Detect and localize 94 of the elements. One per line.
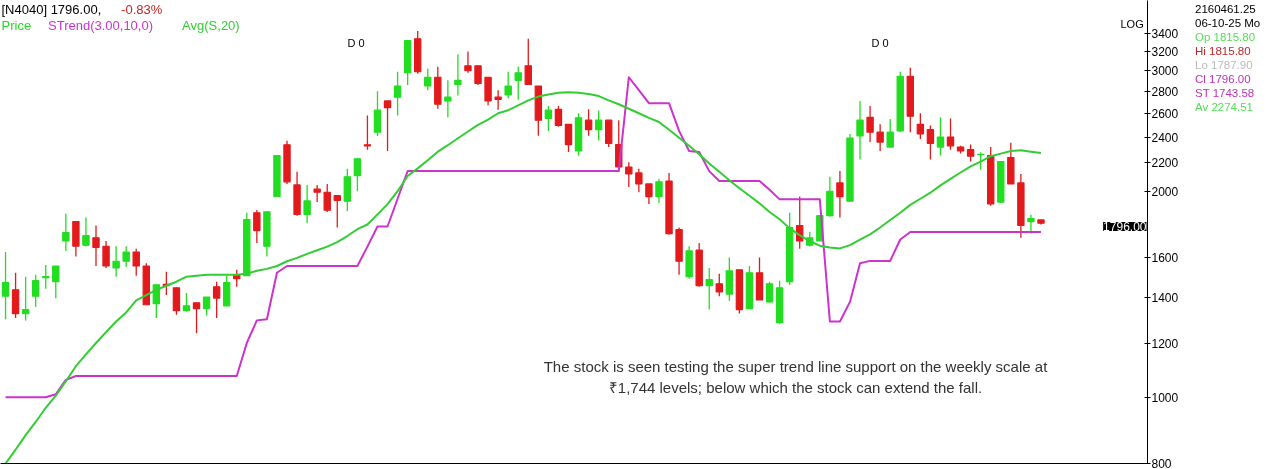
candlestick [333, 195, 341, 229]
chart-title: [N4040] 1796.00, [1, 2, 102, 17]
y-tick-label: 1000 [1151, 390, 1179, 405]
candlestick [936, 116, 945, 157]
text: 2160461.25 [1195, 2, 1257, 16]
candlestick [886, 118, 894, 148]
candlestick [946, 117, 955, 151]
candlestick [454, 53, 462, 97]
candlestick [604, 119, 613, 148]
annotation: ₹1,744 levels; below which the stock can extend the fall. [608, 379, 983, 396]
annotation: D 0 [871, 36, 889, 49]
text: Avg(S,20) [182, 18, 240, 33]
candlestick [484, 76, 492, 107]
candlestick [42, 264, 50, 290]
y-tick-label: 3400 [1151, 27, 1179, 42]
text: ST 1743.58 [1195, 86, 1256, 100]
candlestick [303, 184, 311, 225]
candlestick [92, 224, 100, 267]
text: LOG [1120, 17, 1144, 30]
text: Price [1, 18, 32, 33]
y-tick-label: 3000 [1151, 64, 1179, 79]
candlestick [856, 100, 864, 161]
candlestick [625, 161, 633, 188]
candlestick [645, 183, 653, 205]
candlestick [554, 105, 563, 128]
candlestick [504, 71, 512, 99]
candlestick [393, 71, 402, 117]
candlestick [836, 170, 844, 219]
candlestick [584, 108, 593, 137]
candlestick [52, 265, 60, 299]
candlestick [926, 124, 935, 161]
candlestick [464, 50, 472, 74]
candlestick [444, 79, 452, 118]
candlestick [765, 281, 774, 304]
y-tick-label: 1400 [1151, 290, 1179, 305]
candlestick [202, 296, 211, 317]
candlestick [635, 168, 643, 193]
text: STrend(3.00,10,0) [48, 18, 154, 33]
candlestick [172, 287, 181, 316]
annotation: The stock is seen testing the super trend line support on the weekly scale at [543, 358, 1049, 375]
candlestick [11, 272, 20, 319]
text: Op 1815.80 [1195, 30, 1257, 44]
text: Av 2274.51 [1195, 100, 1254, 114]
candlestick [916, 112, 925, 140]
candlestick [21, 276, 30, 322]
candlestick [182, 292, 191, 313]
candlestick [514, 66, 522, 101]
candlestick [544, 105, 553, 132]
text: Lo 1787.90 [1195, 58, 1254, 72]
candlestick [222, 275, 231, 307]
y-tick-label: 2200 [1151, 156, 1179, 171]
text: Hi 1815.80 [1195, 44, 1252, 58]
y-tick-label: 2800 [1151, 84, 1179, 99]
candlestick [564, 123, 573, 153]
candlestick [363, 114, 372, 151]
candlestick [122, 245, 130, 268]
candlestick [494, 89, 502, 111]
y-tick-label: 2600 [1151, 106, 1179, 121]
candlestick [594, 109, 603, 141]
candlestick [31, 274, 40, 308]
chart-subtitle: -0.83% [121, 2, 163, 17]
y-tick-label: 1200 [1151, 336, 1179, 351]
candlestick [705, 267, 713, 311]
candlestick [82, 216, 90, 248]
y-tick-label: 2000 [1151, 184, 1179, 199]
candlestick [212, 281, 221, 319]
y-tick-label: 3200 [1151, 45, 1179, 60]
text: 1796.00 [1103, 220, 1147, 234]
candlestick [474, 65, 482, 86]
y-tick-label: 800 [1151, 457, 1172, 469]
candlestick [725, 256, 734, 302]
candlestick [876, 123, 884, 152]
candlestick [1, 251, 10, 320]
candlestick [353, 158, 362, 192]
candlestick [192, 302, 201, 334]
candlestick [112, 245, 120, 278]
candlestick [715, 273, 724, 297]
candlestick [655, 178, 663, 204]
candlestick [132, 248, 140, 277]
candlestick [866, 105, 874, 143]
candlestick [1027, 214, 1035, 235]
candlestick [383, 100, 392, 152]
text: Cl 1796.00 [1195, 72, 1252, 86]
annotation: D 0 [347, 36, 365, 49]
candlestick [323, 183, 331, 213]
text: 06-10-25 Mo [1195, 16, 1261, 30]
candlestick [102, 240, 110, 269]
y-tick-label: 2400 [1151, 130, 1179, 145]
y-tick-label: 1600 [1151, 251, 1179, 266]
candlestick [373, 90, 382, 137]
candlestick [253, 209, 261, 244]
candlestick [62, 213, 70, 252]
candlestick [424, 68, 432, 91]
candlestick [524, 38, 532, 86]
